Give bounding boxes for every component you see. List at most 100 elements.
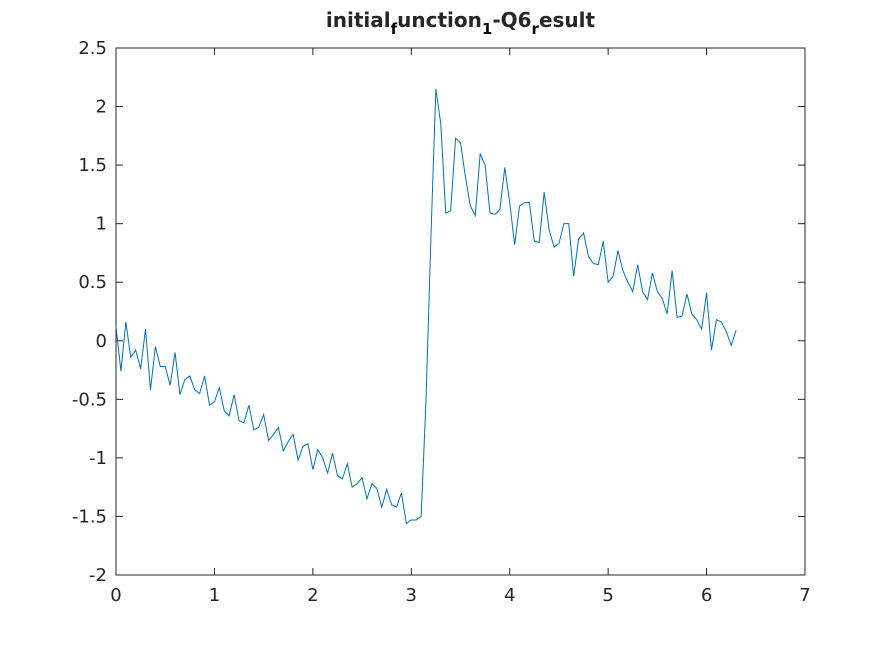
data-point [435,88,436,89]
y-tick-label: 1.5 [78,155,107,176]
data-point [598,264,599,265]
data-point [672,270,673,271]
x-tick-label: 6 [701,585,712,606]
data-point [283,450,284,451]
data-point [238,420,239,421]
y-tick-label: -2 [89,565,107,586]
data-point [696,319,697,320]
data-point [199,393,200,394]
data-point [224,410,225,411]
data-point [593,263,594,264]
data-point [480,153,481,154]
title-subscript: r [532,20,540,38]
data-point [219,387,220,388]
data-point [558,243,559,244]
data-point [583,232,584,233]
data-point [391,504,392,505]
data-point [632,291,633,292]
x-tick-label: 5 [602,585,613,606]
data-point [425,399,426,400]
data-point [485,165,486,166]
y-tick-label: 2 [96,97,107,118]
data-point [455,138,456,139]
y-tick-label: -0.5 [72,389,107,410]
title-part: -Q6 [492,8,531,32]
data-point [731,345,732,346]
data-point [293,434,294,435]
axes-box [115,47,806,576]
data-point [489,213,490,214]
series-line-result [115,88,737,525]
data-point [691,313,692,314]
data-point [524,202,525,203]
data-point [499,209,500,210]
data-point [578,238,579,239]
data-point [514,244,515,245]
y-axis-tick-labels: -2 -1.5 -1 -0.5 0 0.5 1 1.5 2 2.5 [72,38,107,586]
data-point [494,214,495,215]
data-point [194,389,195,390]
data-point [366,498,367,499]
data-point [627,282,628,283]
data-point [322,457,323,458]
y-tick-label: -1.5 [72,506,107,527]
data-point [140,368,141,369]
data-point [667,313,668,314]
data-point [386,489,387,490]
chart-title: initialfunction1-Q6result [326,8,596,38]
data-point [657,291,658,292]
data-point [509,202,510,203]
x-axis-tick-labels: 0 1 2 3 4 5 6 7 [110,585,810,606]
data-point [214,401,215,402]
x-tick-label: 7 [799,585,810,606]
data-point [416,519,417,520]
data-point [145,328,146,329]
data-point [135,350,136,351]
data-point [534,241,535,242]
data-point [445,213,446,214]
data-point [701,328,702,329]
x-tick-label: 1 [209,585,220,606]
data-point [568,223,569,224]
data-point [588,256,589,257]
data-point [253,429,254,430]
data-point [401,492,402,493]
data-point [165,366,166,367]
data-point [396,506,397,507]
data-point [563,223,564,224]
data-point [612,276,613,277]
data-point [642,291,643,292]
data-point [209,405,210,406]
data-point [647,299,648,300]
data-point [327,473,328,474]
series-layer [115,88,737,525]
data-point [573,276,574,277]
data-point [357,483,358,484]
data-point [160,366,161,367]
data-point [622,270,623,271]
data-point [608,282,609,283]
data-point [297,460,298,461]
data-point [189,375,190,376]
data-point [371,483,372,484]
data-point [278,427,279,428]
y-tick-label: 0 [96,331,107,352]
data-point [519,206,520,207]
data-point [381,506,382,507]
data-point [726,331,727,332]
data-point [248,405,249,406]
data-point [361,477,362,478]
data-point [342,478,343,479]
data-point [470,206,471,207]
data-point [539,242,540,243]
data-point [352,487,353,488]
data-point [544,191,545,192]
title-part: esult [539,8,596,32]
data-point [617,250,618,251]
data-point [406,523,407,524]
data-point [421,516,422,517]
y-tick-label: -1 [89,448,107,469]
data-point [337,475,338,476]
data-point [652,272,653,273]
